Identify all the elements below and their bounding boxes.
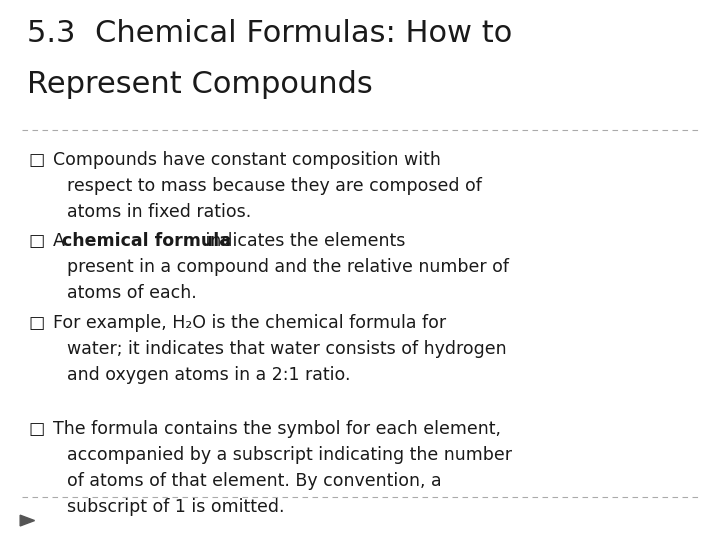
Text: Represent Compounds: Represent Compounds: [27, 70, 373, 99]
Text: subscript of 1 is omitted.: subscript of 1 is omitted.: [67, 498, 284, 516]
Text: For example, H₂O is the chemical formula for: For example, H₂O is the chemical formula…: [53, 314, 446, 332]
Text: Compounds have constant composition with: Compounds have constant composition with: [53, 151, 441, 169]
Text: 5.3  Chemical Formulas: How to: 5.3 Chemical Formulas: How to: [27, 19, 513, 48]
Text: □: □: [29, 232, 45, 250]
Text: □: □: [29, 420, 45, 438]
Text: atoms of each.: atoms of each.: [67, 284, 197, 302]
Text: The formula contains the symbol for each element,: The formula contains the symbol for each…: [53, 420, 500, 438]
Text: and oxygen atoms in a 2:1 ratio.: and oxygen atoms in a 2:1 ratio.: [67, 366, 351, 384]
Text: □: □: [29, 151, 45, 169]
Text: of atoms of that element. By convention, a: of atoms of that element. By convention,…: [67, 472, 441, 490]
Text: water; it indicates that water consists of hydrogen: water; it indicates that water consists …: [67, 340, 507, 358]
Text: □: □: [29, 314, 45, 332]
Polygon shape: [20, 515, 35, 526]
Text: indicates the elements: indicates the elements: [200, 232, 405, 250]
Text: respect to mass because they are composed of: respect to mass because they are compose…: [67, 177, 482, 195]
Text: atoms in fixed ratios.: atoms in fixed ratios.: [67, 203, 251, 221]
Text: A: A: [53, 232, 70, 250]
Text: present in a compound and the relative number of: present in a compound and the relative n…: [67, 258, 509, 276]
Text: chemical formula: chemical formula: [62, 232, 231, 250]
Text: accompanied by a subscript indicating the number: accompanied by a subscript indicating th…: [67, 446, 512, 464]
